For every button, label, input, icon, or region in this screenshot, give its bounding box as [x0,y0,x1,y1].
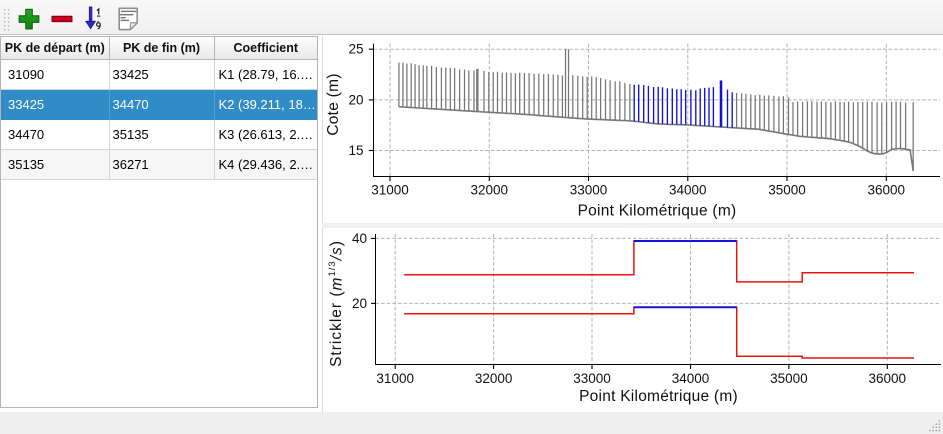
svg-text:34000: 34000 [672,371,710,386]
svg-text:35000: 35000 [770,371,808,386]
svg-text:32000: 32000 [471,183,509,198]
svg-text:33000: 33000 [573,371,611,386]
svg-text:35000: 35000 [768,183,806,198]
svg-text:15: 15 [348,143,363,158]
svg-text:20: 20 [348,92,363,107]
svg-text:33000: 33000 [570,183,608,198]
svg-text:Strickler (m1/3/s): Strickler (m1/3/s) [327,240,346,367]
svg-text:34000: 34000 [669,183,707,198]
svg-text:32000: 32000 [475,371,513,386]
svg-text:31000: 31000 [371,183,409,198]
svg-text:Cote (m): Cote (m) [325,73,342,135]
svg-text:20: 20 [352,296,367,311]
svg-text:Point Kilométrique (m): Point Kilométrique (m) [579,388,738,405]
svg-text:31000: 31000 [376,371,414,386]
svg-text:25: 25 [348,42,363,57]
svg-text:36000: 36000 [868,183,906,198]
svg-text:Point Kilométrique (m): Point Kilométrique (m) [578,202,737,219]
svg-text:40: 40 [352,231,367,246]
svg-text:36000: 36000 [869,371,907,386]
